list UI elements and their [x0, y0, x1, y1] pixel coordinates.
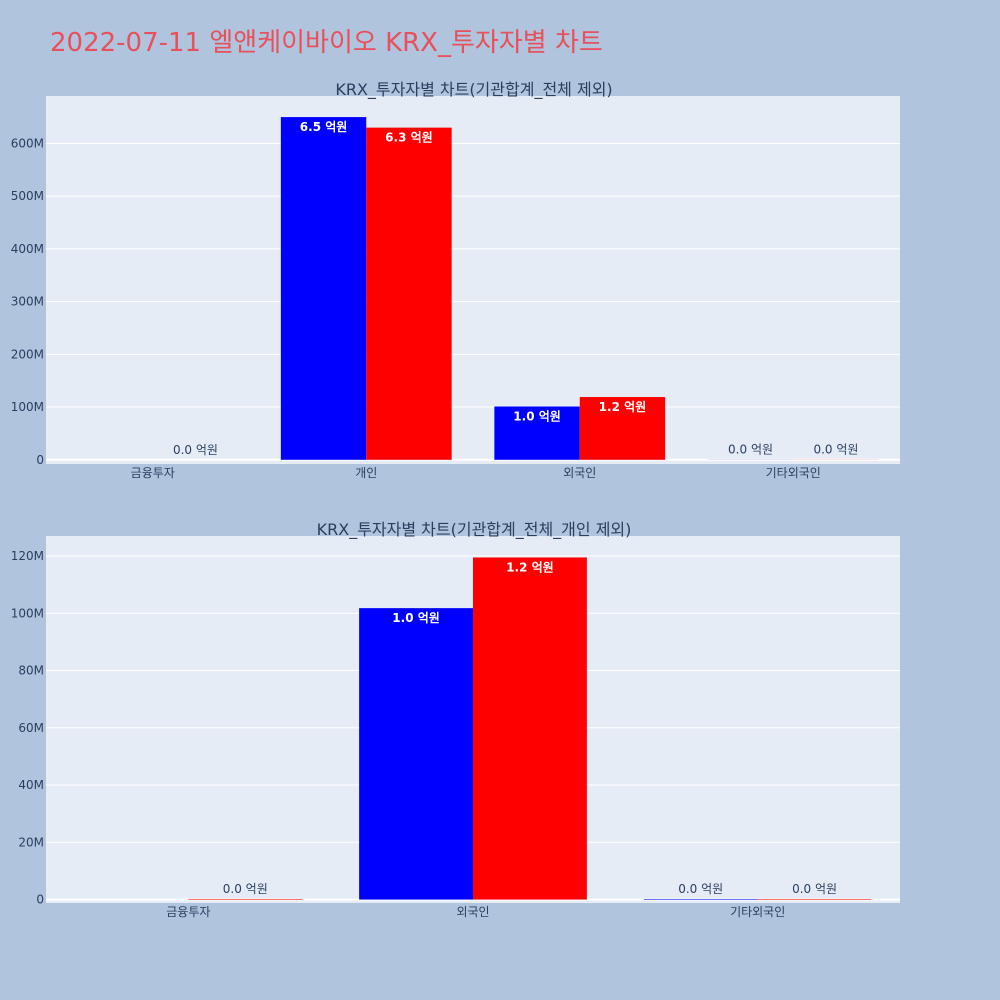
data-label: 0.0 억원 [223, 882, 268, 896]
x-tick-label: 금융투자 [166, 905, 210, 919]
data-label: 1.2 억원 [506, 560, 554, 574]
x-tick-label: 외국인 [563, 466, 596, 480]
bar [473, 557, 587, 900]
bar [366, 127, 452, 460]
y-tick-label: 80M [18, 664, 44, 678]
chart-title: KRX_투자자별 차트(기관합계_전체 제외) [335, 80, 612, 100]
plot-area [46, 96, 900, 464]
y-tick-label: 0 [36, 893, 44, 907]
y-tick-label: 60M [18, 721, 44, 735]
y-tick-label: 600M [11, 136, 44, 150]
data-label: 0.0 억원 [728, 443, 773, 457]
x-tick-label: 기타외국인 [730, 905, 785, 919]
data-label: 1.2 억원 [599, 400, 647, 414]
bar [280, 117, 367, 460]
y-tick-label: 100M [11, 400, 44, 414]
data-label: 0.0 억원 [813, 443, 858, 457]
data-label: 0.0 억원 [173, 443, 218, 457]
y-tick-label: 300M [11, 295, 44, 309]
page-title: 2022-07-11 엘앤케이바이오 KRX_투자자별 차트 [50, 28, 603, 58]
x-tick-label: 기타외국인 [766, 466, 821, 480]
y-tick-label: 0 [36, 453, 44, 467]
x-tick-label: 개인 [355, 466, 377, 480]
bar [188, 898, 303, 900]
y-tick-label: 500M [11, 189, 44, 203]
data-label: 6.3 억원 [385, 131, 433, 145]
y-tick-label: 400M [11, 242, 44, 256]
data-label: 1.0 억원 [392, 611, 440, 625]
bar [359, 608, 473, 900]
x-tick-label: 금융투자 [131, 466, 175, 480]
data-label: 0.0 억원 [678, 882, 723, 896]
x-tick-label: 외국인 [456, 905, 489, 919]
y-tick-label: 40M [18, 778, 44, 792]
bar [643, 898, 758, 900]
bar [757, 898, 872, 900]
bar [579, 397, 666, 460]
y-tick-label: 20M [18, 835, 44, 849]
y-tick-label: 200M [11, 347, 44, 361]
data-label: 0.0 억원 [792, 882, 837, 896]
y-tick-label: 120M [11, 549, 44, 563]
y-tick-label: 100M [11, 606, 44, 620]
chart-title: KRX_투자자별 차트(기관합계_전체_개인 제외) [317, 520, 632, 540]
bar [494, 406, 580, 460]
data-label: 1.0 억원 [513, 410, 561, 424]
data-label: 6.5 억원 [300, 120, 348, 134]
